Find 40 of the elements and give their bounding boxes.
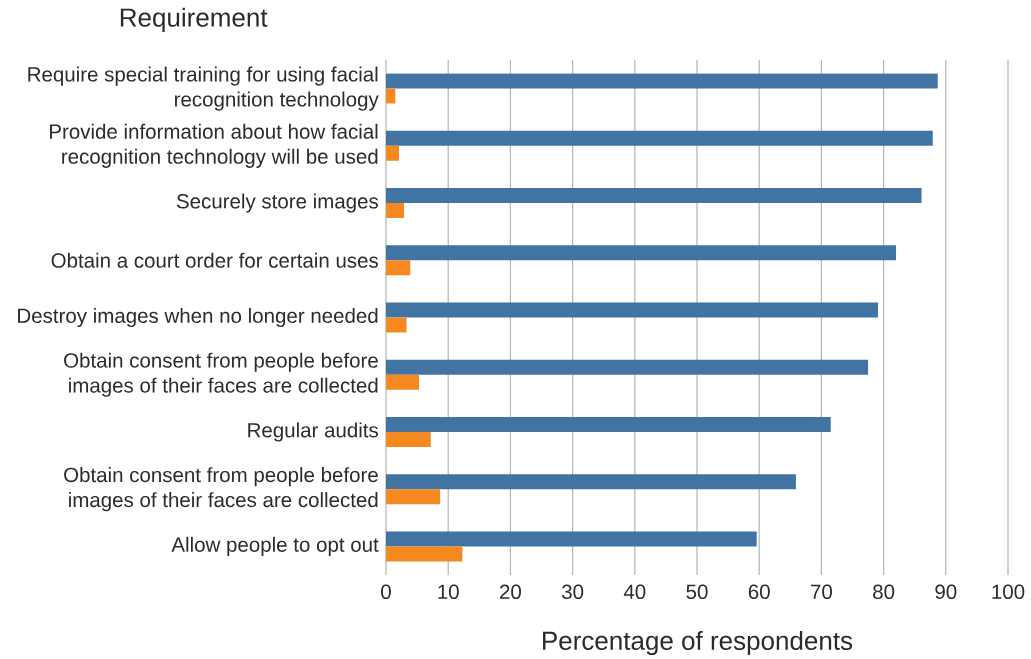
x-tick-label: 70 [811, 584, 832, 600]
y-tick-label: Provide information about how facial recognition technology will be used [50, 123, 378, 168]
y-tick-label: Allow people to opt out [171, 536, 379, 556]
y-tick-label: Destroy images when no longer needed [18, 307, 378, 328]
bar [386, 302, 878, 318]
bar [386, 546, 463, 562]
bar [386, 188, 922, 204]
bar [386, 245, 897, 261]
bar [386, 203, 405, 219]
x-tick-label: 100 [992, 584, 1025, 600]
x-tick-label: 30 [561, 584, 584, 600]
bar [386, 317, 407, 333]
y-axis-title: Requirement [120, 7, 268, 32]
bar [386, 73, 938, 89]
bar [386, 260, 411, 276]
x-axis-title: Percentage of respondents [543, 630, 853, 656]
x-tick-label: 10 [438, 584, 459, 600]
bar [386, 489, 441, 505]
y-tick-label: Obtain consent from people before images of their faces are collected [64, 352, 378, 397]
x-tick-label: 90 [935, 584, 957, 600]
bar [386, 88, 396, 104]
bar [386, 359, 869, 375]
x-tick-label: 50 [686, 584, 708, 600]
y-tick-label: Obtain a court order for certain uses [51, 252, 379, 268]
x-tick-label: 0 [381, 584, 391, 600]
bar [386, 474, 796, 490]
bar [386, 431, 431, 447]
y-tick-label: Regular audits [248, 422, 378, 442]
x-tick-label: 60 [748, 584, 770, 600]
bar [386, 130, 933, 146]
bar [386, 374, 419, 390]
y-tick-label: Require special training for using facial recognition technology [28, 66, 379, 111]
y-tick-label: Obtain consent from people before images of their faces are collected [64, 467, 378, 512]
x-tick-label: 20 [500, 584, 521, 600]
bar [386, 531, 757, 547]
x-tick-label: 40 [623, 584, 646, 600]
y-tick-label: Securely store images [176, 193, 379, 213]
x-tick-label: 80 [873, 584, 895, 600]
bar [386, 145, 400, 161]
bar [386, 416, 831, 432]
